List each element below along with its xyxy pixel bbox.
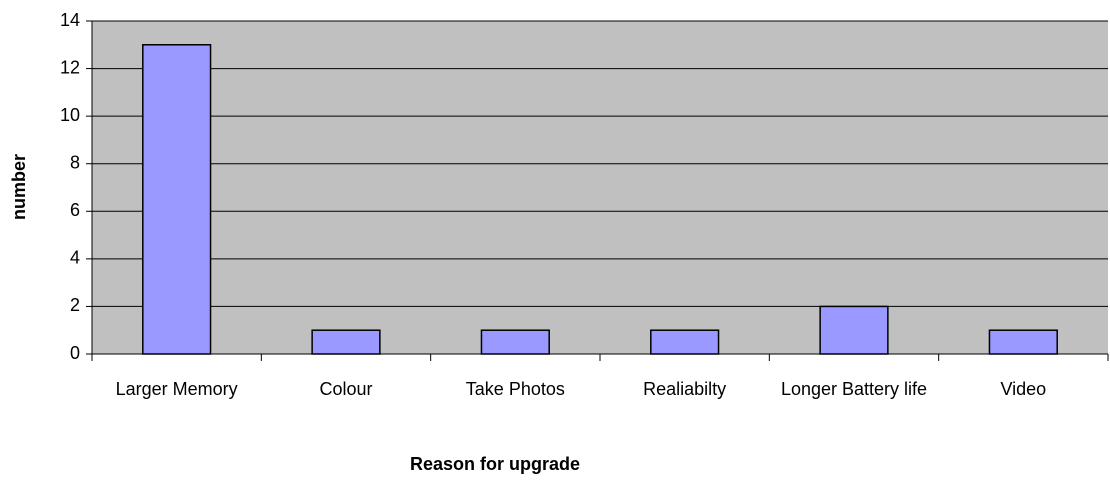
x-tick-label: Longer Battery life [780,379,928,399]
y-axis-label: number [9,154,29,220]
y-tick-label: 14 [60,10,80,30]
x-tick-label: Video [1000,379,1047,399]
y-tick-label: 6 [70,200,80,220]
x-tick-label: Realiabilty [643,379,727,399]
x-tick-label: Colour [319,379,373,399]
y-tick-label: 10 [60,105,80,125]
bar [142,44,212,355]
x-tick-label: Larger Memory [115,379,238,399]
y-tick-label: 12 [60,57,80,77]
bar [311,329,381,355]
y-tick-label: 2 [70,295,80,315]
bar [480,329,550,355]
y-tick-label: 4 [70,248,80,268]
y-tick-label: 0 [70,343,80,363]
bar [819,305,889,355]
bar [988,329,1058,355]
y-tick-label: 8 [70,152,80,172]
x-tick-label: Take Photos [465,379,565,399]
bar [650,329,720,355]
x-axis-label: Reason for upgrade [410,454,580,474]
plot-area [92,21,1108,354]
